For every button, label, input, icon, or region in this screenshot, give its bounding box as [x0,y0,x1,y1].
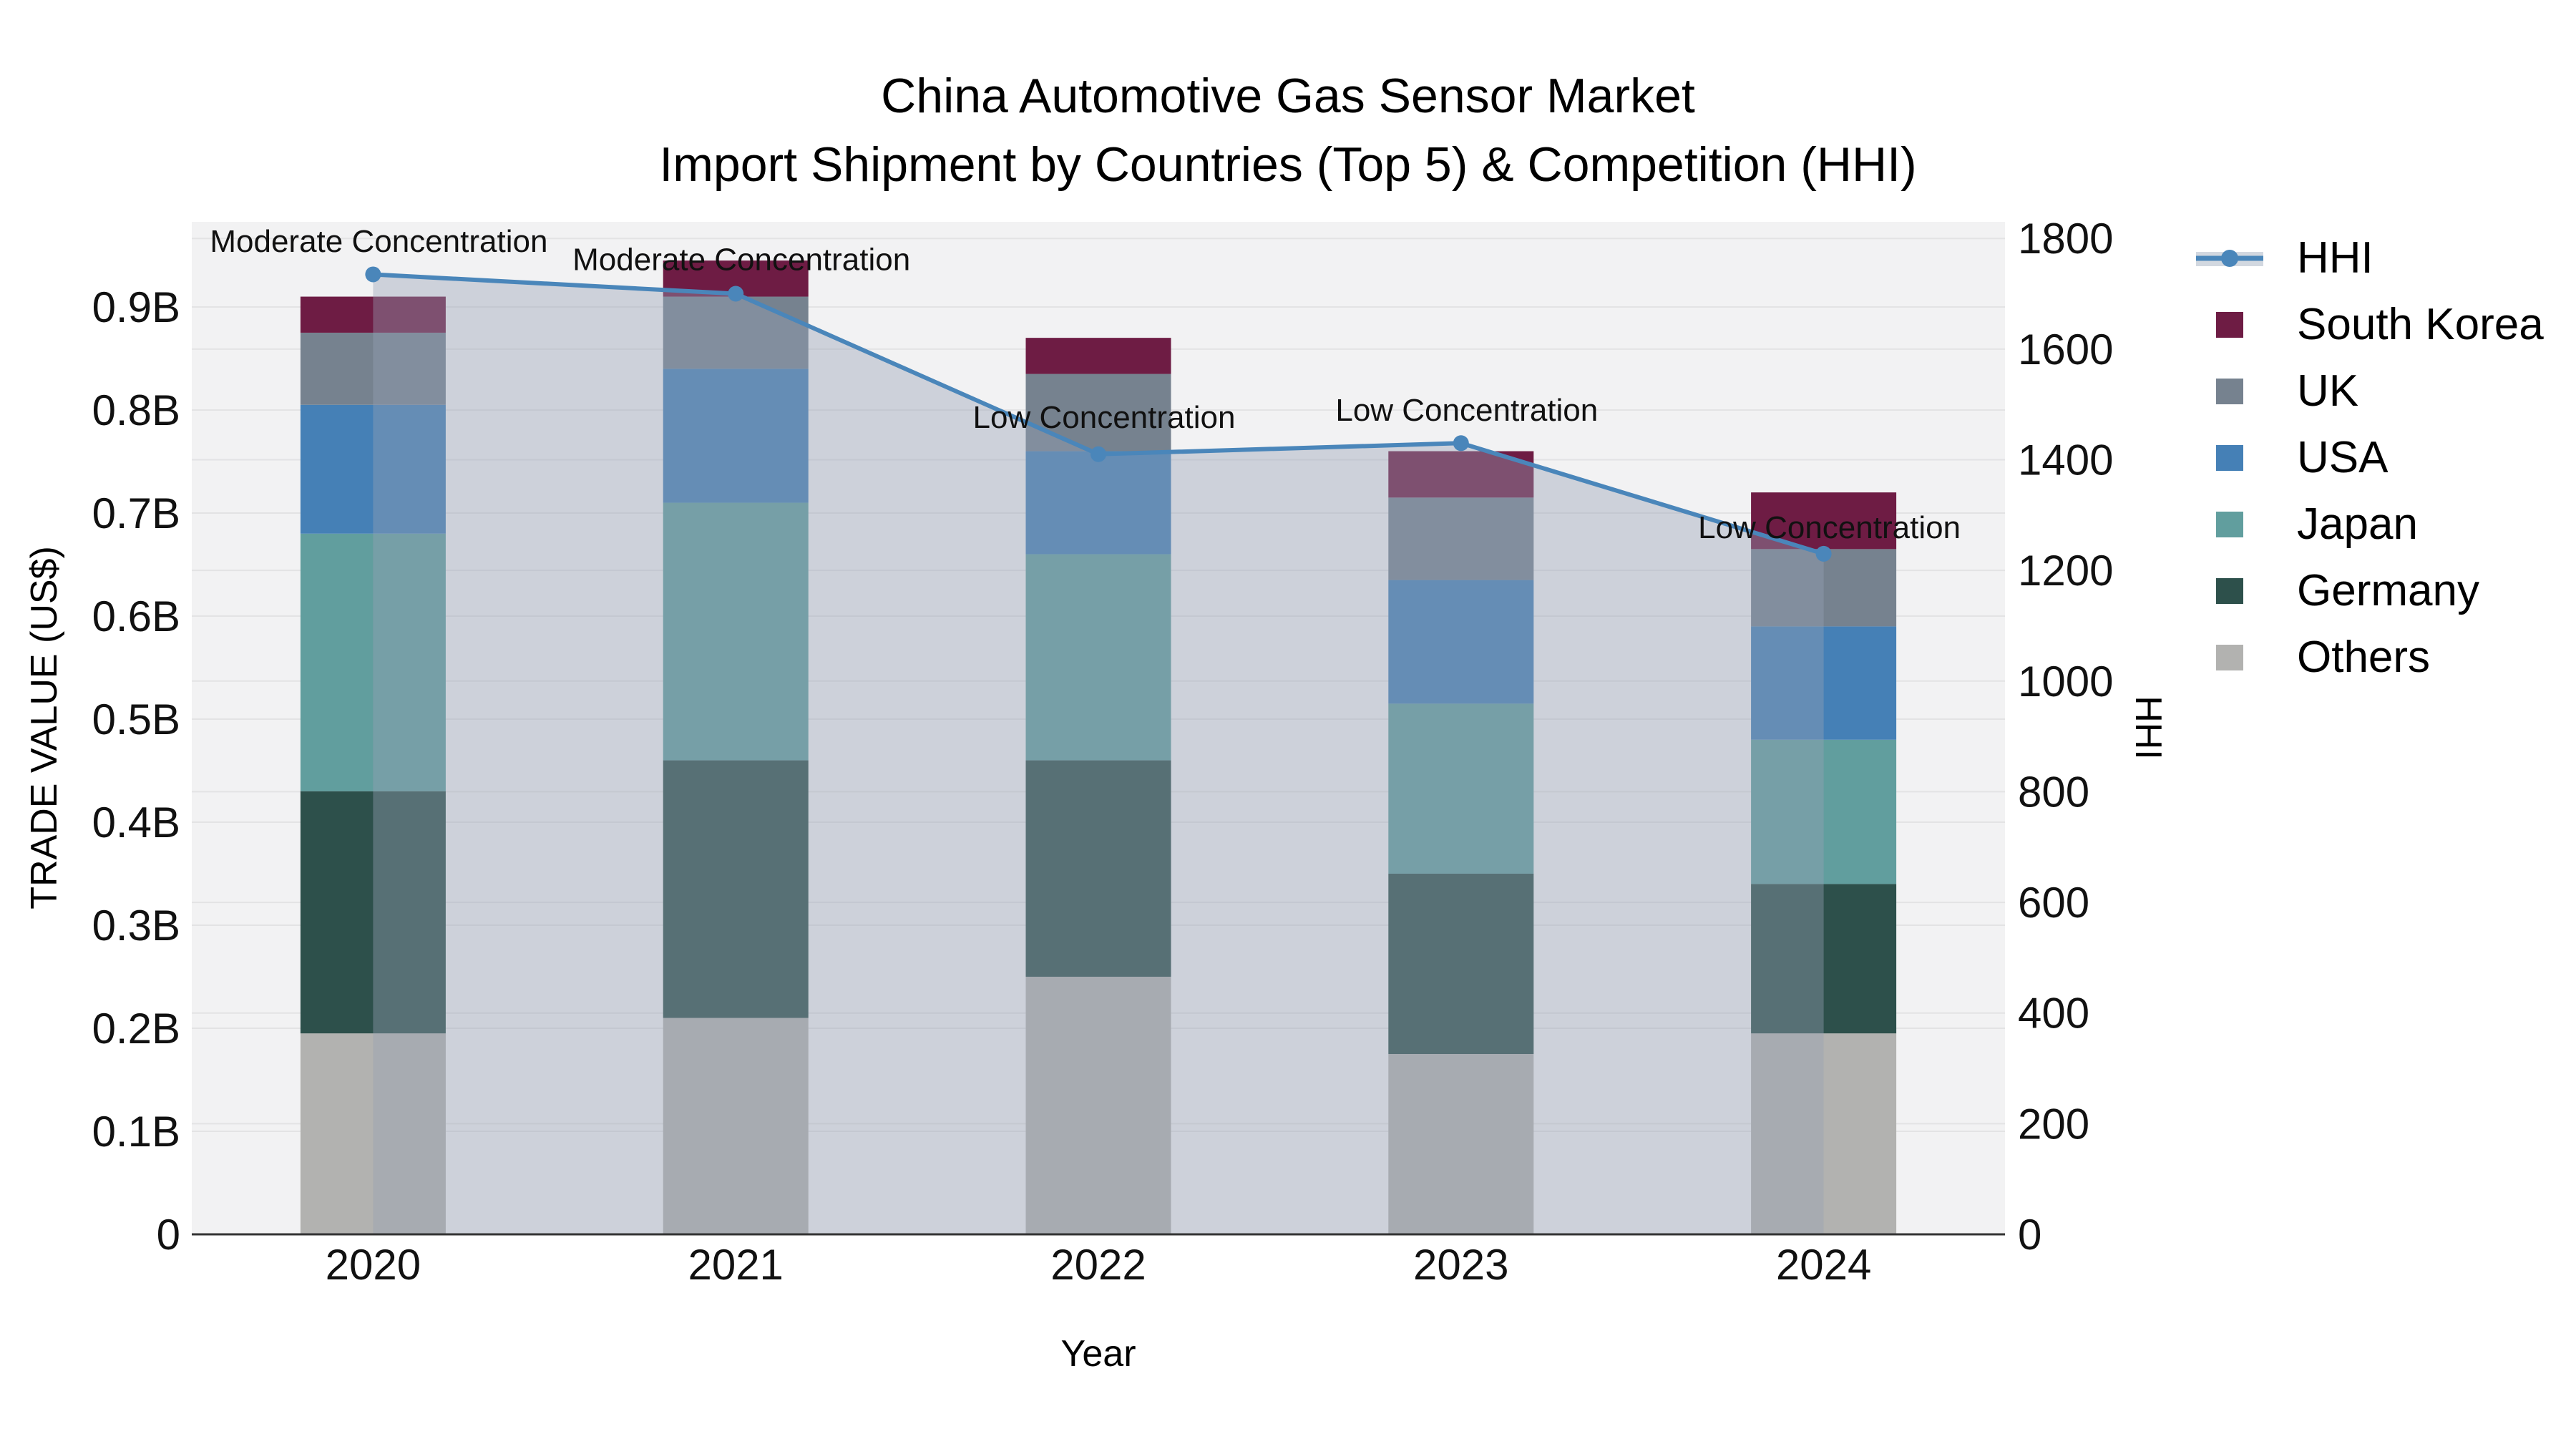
legend-label: HHI [2297,233,2373,283]
right-tick-label: 1200 [2018,547,2113,595]
bar-segment-uk [663,296,809,369]
bar-segment-others [1388,1053,1534,1234]
bar-segment-others [663,1018,809,1234]
annotation: Low Concentration [1335,393,1598,428]
hhi-marker [1815,545,1832,562]
chart-title-line2: Import Shipment by Countries (Top 5) & C… [659,137,1917,192]
legend-label: Germany [2297,566,2479,615]
legend-label: USA [2297,433,2389,482]
bar-segment-usa [1388,580,1534,704]
bar-segment-germany [663,760,809,1018]
bar-segment-uk [1388,497,1534,580]
legend: HHI South Korea UK USA Japan Germany Oth… [2194,225,2544,691]
legend-item-south-korea: South Korea [2194,291,2544,358]
left-tick-label: 0.5B [92,696,180,743]
bar-segment-germany [1751,884,1897,1034]
right-tick-label: 800 [2018,768,2089,816]
bar-segment-japan [663,502,809,761]
color-swatch-icon [2216,644,2243,670]
chart-title-line1: China Automotive Gas Sensor Market [881,69,1695,123]
bar-segment-japan [1751,739,1897,884]
annotation: Moderate Concentration [210,224,547,259]
bar-segment-japan [1388,703,1534,874]
left-tick-label: 0 [157,1211,180,1259]
left-tick-label: 0.2B [92,1005,180,1053]
color-swatch-icon [2216,378,2243,404]
legend-item-uk: UK [2194,358,2544,424]
chart-title: China Automotive Gas Sensor Market Impor… [0,62,2576,199]
legend-item-germany: Germany [2194,557,2544,624]
left-tick-label: 0.1B [92,1108,180,1156]
color-swatch-icon [2216,311,2243,338]
annotation: Low Concentration [1698,510,1961,545]
bar-segment-others [1025,976,1171,1234]
right-tick-label: 1600 [2018,326,2113,374]
x-tick-label: 2021 [688,1241,783,1289]
left-tick-label: 0.8B [92,386,180,434]
annotation: Moderate Concentration [572,243,910,278]
bar-segment-japan [300,533,446,791]
left-tick-label: 0.7B [92,489,180,537]
legend-label: UK [2297,366,2359,416]
bar-segment-uk [300,332,446,405]
legend-label: Others [2297,633,2431,682]
bar-segment-usa [300,404,446,534]
right-tick-label: 600 [2018,879,2089,927]
bar-segment-south-korea [1025,338,1171,374]
left-tick-label: 0.3B [92,902,180,950]
right-tick-label: 400 [2018,990,2089,1038]
left-tick-label: 0.9B [92,283,180,331]
bar-segment-germany [1025,760,1171,977]
hhi-area-fill [373,274,1824,1234]
bar-segment-usa [1751,626,1897,740]
left-tick-label: 0.6B [92,592,180,640]
bar-segment-uk [1751,549,1897,627]
right-tick-label: 0 [2018,1211,2041,1259]
hhi-marker [1091,446,1106,462]
legend-item-others: Others [2194,624,2544,691]
left-axis-label: TRADE VALUE (US$) [24,546,65,909]
legend-label: South Korea [2297,300,2544,349]
x-tick-label: 2023 [1413,1241,1508,1289]
annotation: Low Concentration [973,400,1236,435]
right-tick-label: 200 [2018,1100,2089,1148]
legend-item-hhi: HHI [2194,225,2544,291]
color-swatch-icon [2216,577,2243,604]
bar-segment-others [300,1033,446,1234]
right-tick-label: 1800 [2018,215,2113,263]
x-tick-label: 2022 [1050,1241,1146,1289]
bar-segment-others [1751,1033,1897,1234]
legend-item-japan: Japan [2194,491,2544,557]
right-tick-label: 1000 [2018,658,2113,706]
right-axis-label: HHI [2127,696,2169,760]
legend-label: Japan [2297,499,2418,549]
right-tick-label: 1400 [2018,436,2113,484]
color-swatch-icon [2216,444,2243,471]
left-tick-label: 0.4B [92,799,180,847]
x-axis-label: Year [1060,1333,1136,1375]
bar-segment-south-korea [300,296,446,333]
x-tick-label: 2024 [1776,1241,1871,1289]
x-tick-label: 2020 [326,1241,421,1289]
bar-segment-usa [663,369,809,503]
legend-item-usa: USA [2194,424,2544,491]
hhi-marker [728,286,744,302]
bar-segment-germany [300,791,446,1034]
bar-segment-japan [1025,554,1171,761]
bar-segment-germany [1388,873,1534,1054]
hhi-line-swatch-icon [2194,242,2265,275]
color-swatch-icon [2216,511,2243,537]
hhi-marker [1453,435,1469,452]
bar-segment-uk [1025,374,1171,452]
bar-segment-usa [1025,451,1171,555]
hhi-marker [365,266,381,283]
